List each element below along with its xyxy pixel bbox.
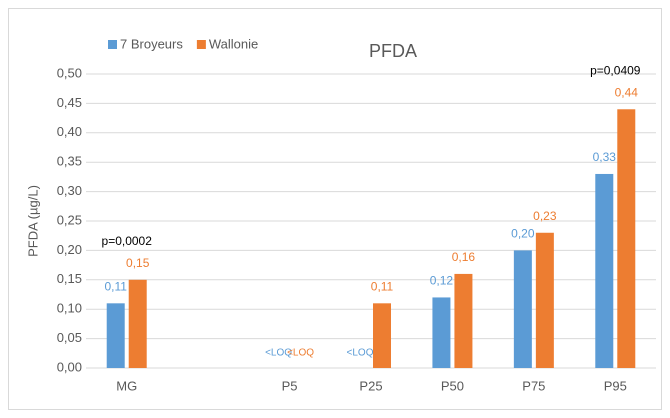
annotation: p=0,0409: [590, 63, 641, 77]
y-tick-label: 0,10: [57, 301, 82, 316]
y-tick-label: 0,20: [57, 242, 82, 257]
x-tick-label: MG: [116, 378, 137, 393]
bar: [128, 279, 147, 368]
x-tick-label: P5: [282, 378, 298, 393]
legend-swatch: [196, 40, 206, 49]
y-tick-label: 0,45: [57, 95, 82, 110]
annotation: p=0,0002: [102, 234, 153, 248]
bar: [595, 173, 614, 368]
x-tick-label: P25: [359, 378, 382, 393]
y-tick-label: 0,50: [57, 65, 82, 80]
value-label: 0,20: [511, 227, 535, 241]
chart-frame: [8, 8, 662, 410]
value-label: 0,44: [615, 85, 639, 99]
value-label: 0,33: [593, 150, 617, 164]
y-tick-label: 0,15: [57, 271, 82, 286]
x-tick-label: P50: [441, 378, 464, 393]
value-label: 0,16: [452, 250, 476, 264]
bar: [513, 250, 532, 368]
y-tick-label: 0,30: [57, 183, 82, 198]
value-label: <LOQ: [347, 348, 374, 359]
legend-swatch: [108, 40, 117, 49]
y-tick-label: 0,35: [57, 154, 82, 169]
value-label: <LOQ: [265, 348, 292, 359]
x-tick-label: P95: [604, 378, 627, 393]
value-label: 0,12: [430, 274, 454, 288]
value-label: 0,15: [126, 256, 150, 270]
value-label: 0,23: [533, 209, 557, 223]
bar: [617, 109, 636, 368]
y-tick-label: 0,40: [57, 124, 82, 139]
value-label: 0,11: [104, 279, 127, 293]
bar: [535, 232, 554, 368]
legend-label: 7 Broyeurs: [120, 36, 183, 51]
bar: [373, 303, 391, 368]
chart-title: PFDA: [369, 41, 417, 61]
bar: [432, 297, 451, 368]
value-label: <LOQ: [287, 348, 314, 359]
bar: [106, 303, 125, 368]
bar: [454, 273, 473, 368]
legend-label: Wallonie: [209, 36, 258, 51]
value-label: 0,11: [371, 279, 394, 293]
y-tick-label: 0,00: [57, 359, 82, 374]
x-tick-label: P75: [522, 378, 545, 393]
y-axis-label: PFDA (µg/L): [25, 185, 40, 257]
y-tick-label: 0,05: [57, 330, 82, 345]
y-tick-label: 0,25: [57, 212, 82, 227]
